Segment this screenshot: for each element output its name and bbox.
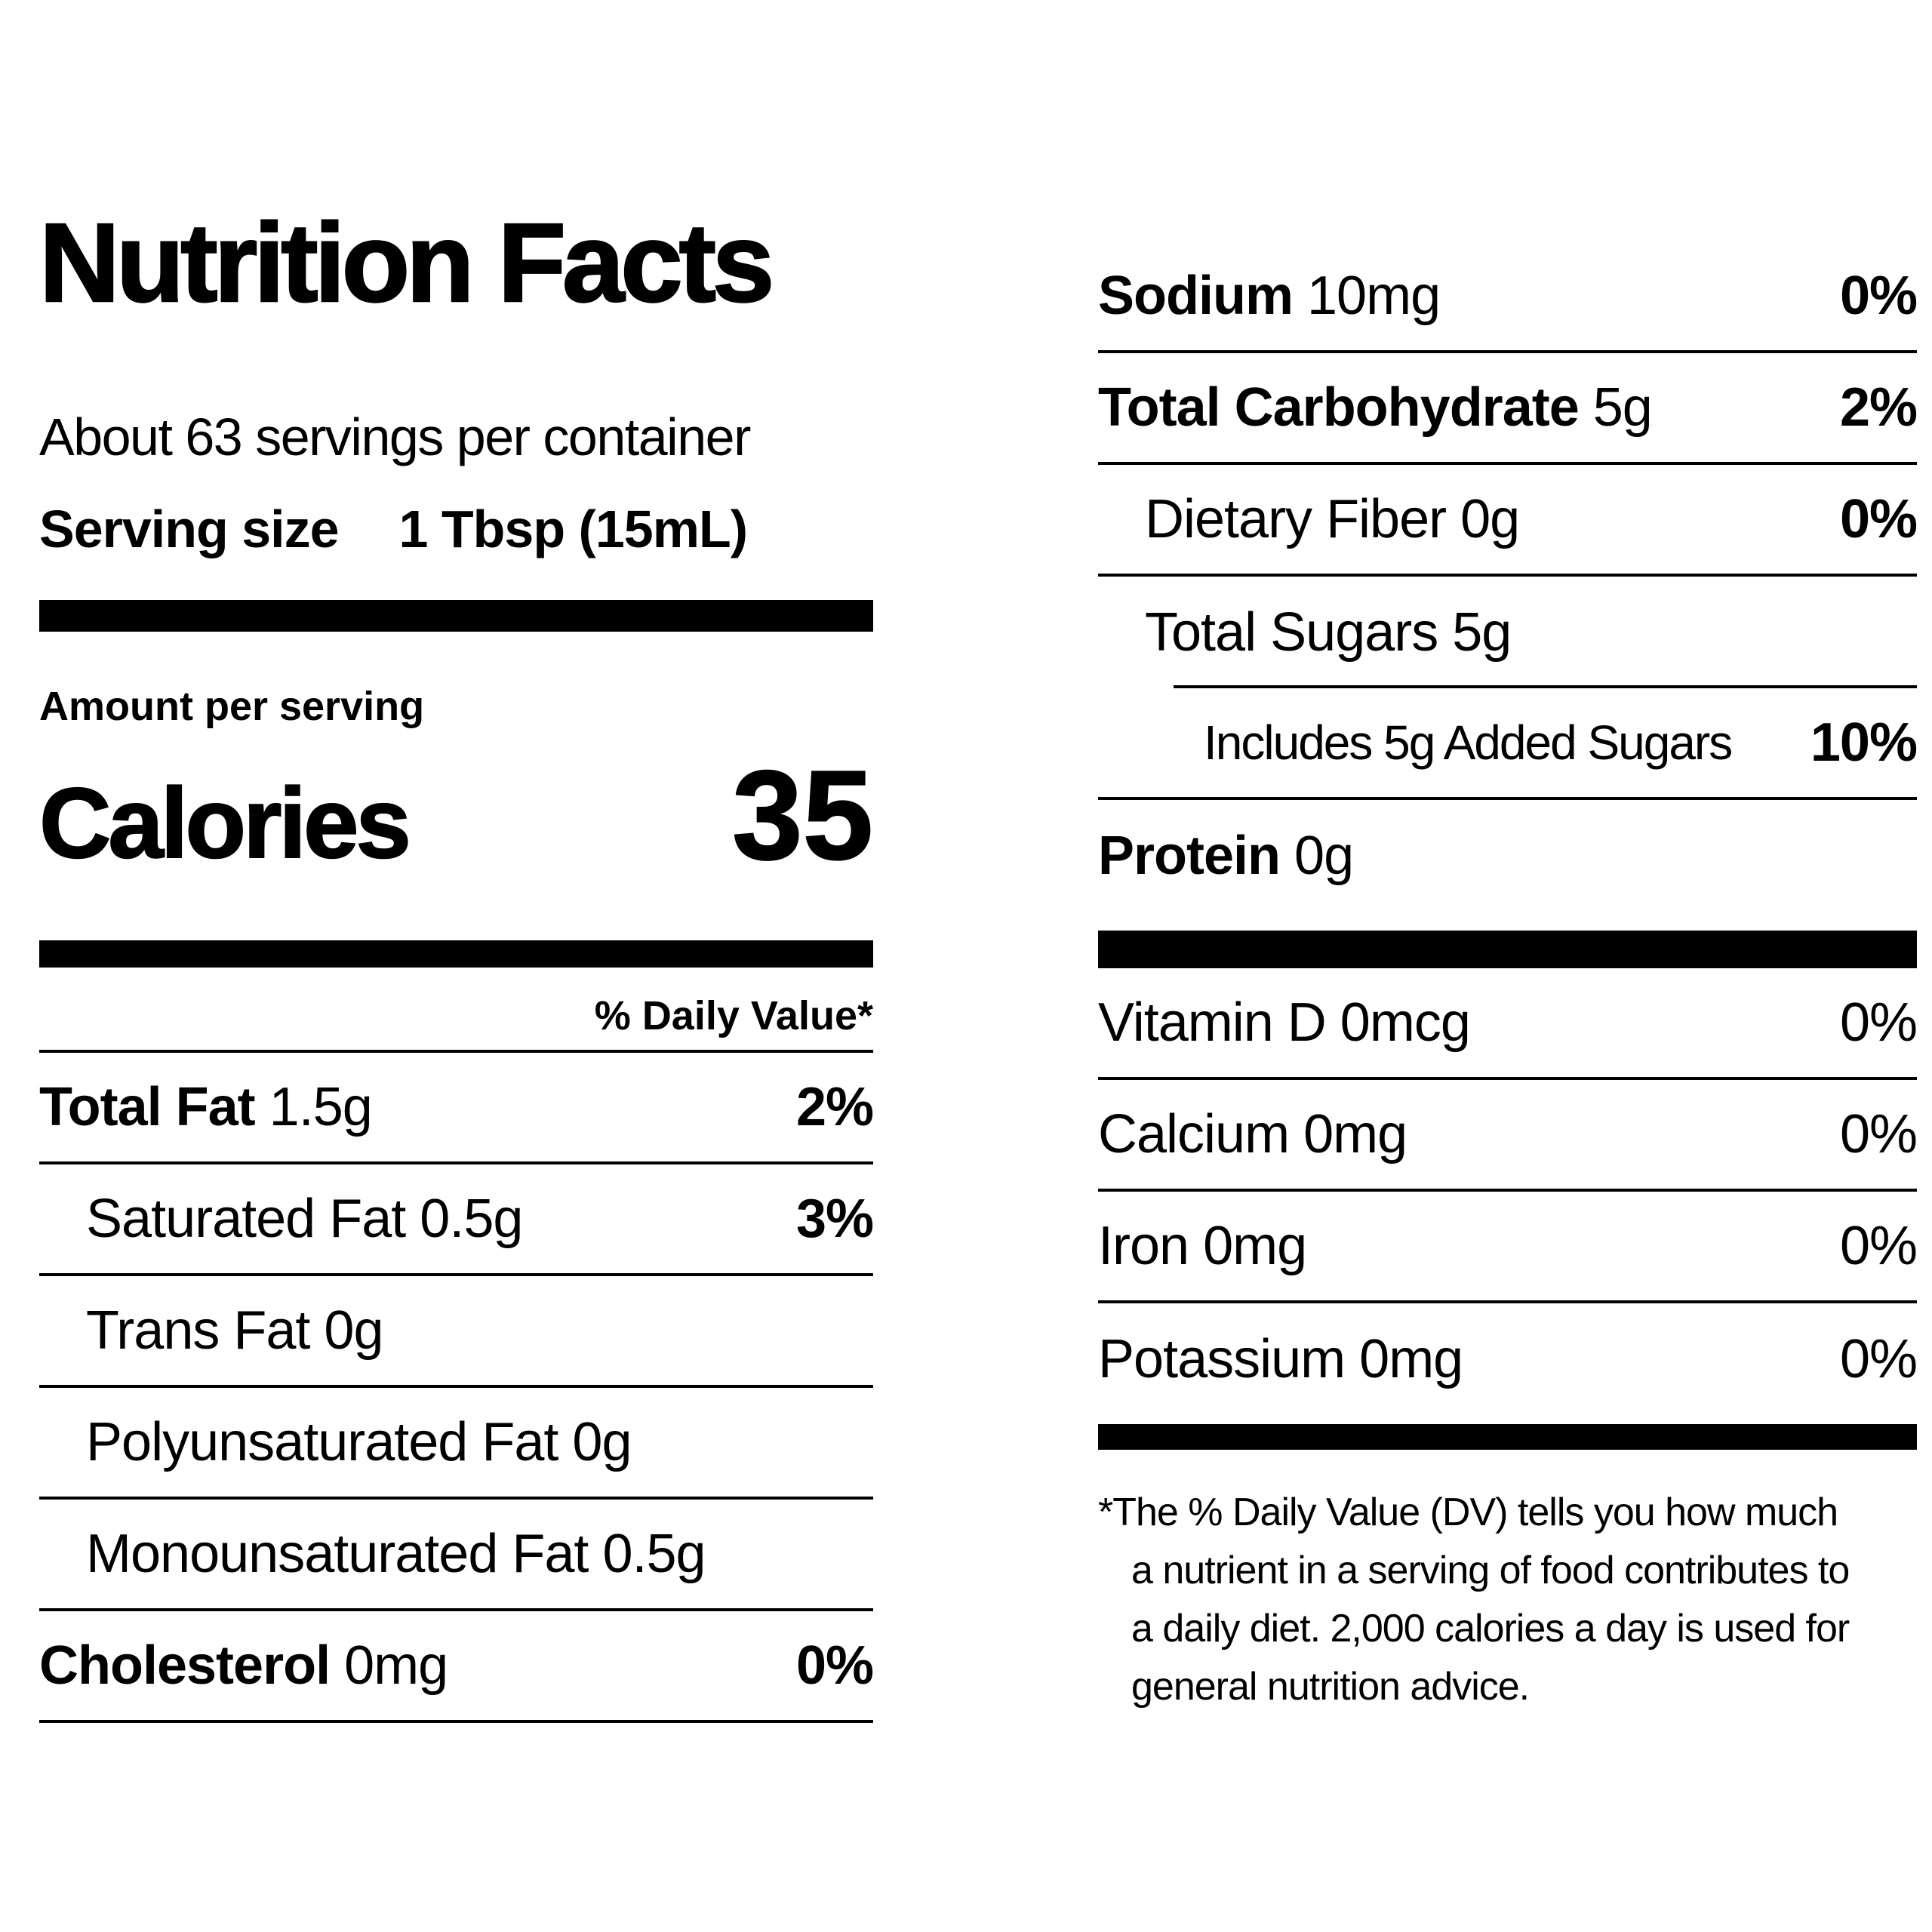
nutrient-amount: 0.5g [602,1524,706,1585]
nutrient-name: Dietary Fiber [1145,489,1447,549]
divider-bar-calories [39,940,873,968]
nutrient-name: Calcium [1098,1104,1290,1164]
amount-per-serving-label: Amount per serving [39,684,425,729]
nutrient-name: Vitamin D [1098,992,1327,1053]
nutrient-name: Trans Fat [86,1300,310,1361]
nutrient-amount: 0g [324,1300,383,1361]
nutrient-dv: 0% [1839,1329,1918,1389]
calories-row: Calories 35 [38,744,874,887]
divider-bar-protein [1098,931,1917,968]
row-calcium: Calcium 0mg 0% [1098,1080,1918,1192]
nutrient-dv: 2% [795,1077,874,1138]
daily-value-footnote: *The % Daily Value (DV) tells you how mu… [1098,1491,1850,1709]
row-vitamin-d: Vitamin D 0mcg 0% [1098,968,1918,1080]
nutrition-facts-title: Nutrition Facts [38,201,776,325]
nutrient-amount: 0mg [1203,1216,1307,1276]
nutrient-dv: 10% [1810,712,1918,773]
nutrient-amount: 5g [1452,602,1512,663]
row-total-fat: Total Fat 1.5g 2% [39,1053,874,1165]
row-cholesterol: Cholesterol 0mg 0% [39,1611,874,1724]
nutrient-name: Iron [1098,1216,1189,1276]
nutrient-name: Total Fat [39,1077,256,1138]
serving-size-row: Serving size 1 Tbsp (15mL) [39,500,873,558]
daily-value-header: % Daily Value* [39,968,873,1054]
nutrient-name: Total Sugars [1145,602,1438,663]
nutrient-name: Cholesterol [39,1635,331,1697]
nutrient-name: Potassium [1098,1329,1346,1389]
row-protein: Protein 0g [1098,800,1917,912]
nutrition-label-right-column: Sodium 10mg 0% Total Carbohydrate 5g 2% … [1098,242,1918,1716]
row-saturated-fat: Saturated Fat 0.5g 3% [39,1164,874,1277]
nutrient-dv: 0% [1839,1216,1918,1276]
servings-per-container: About 63 servings per container [39,408,751,466]
nutrient-name: Polyunsaturated Fat [86,1412,558,1473]
nutrient-amount: 0.5g [420,1189,523,1250]
nutrient-dv: 3% [795,1189,874,1250]
nutrient-name: Total Carbohydrate [1098,377,1580,438]
calories-value: 35 [731,744,874,887]
row-dietary-fiber: Dietary Fiber 0g 0% [1098,465,1918,577]
calories-label: Calories [38,768,412,879]
nutrient-amount: 1.5g [269,1077,373,1138]
row-potassium: Potassium 0mg 0% [1098,1303,1918,1415]
nutrient-name: Sodium [1098,266,1294,326]
row-total-sugars: Total Sugars 5g [1098,577,1917,688]
serving-size-value: 1 Tbsp (15mL) [398,500,749,558]
nutrition-label-left-column: Nutrition Facts About 63 servings per co… [38,201,874,1724]
nutrient-name: Saturated Fat [86,1189,406,1250]
nutrient-dv: 0% [1839,489,1918,549]
nutrient-amount: 0g [1460,489,1520,549]
row-iron: Iron 0mg 0% [1098,1192,1918,1303]
nutrient-amount: 0g [572,1412,632,1473]
row-sodium: Sodium 10mg 0% [1098,242,1918,353]
row-total-carbohydrate: Total Carbohydrate 5g 2% [1098,353,1918,465]
nutrient-amount: 0g [1294,826,1354,886]
row-trans-fat: Trans Fat 0g [39,1276,873,1389]
nutrient-amount: 0mcg [1340,992,1471,1053]
nutrient-amount: 0mg [344,1635,448,1697]
nutrient-name: Monounsaturated Fat [86,1524,589,1585]
nutrient-amount: 10mg [1307,266,1441,326]
divider-bar-top [39,600,873,632]
serving-size-label: Serving size [39,500,340,558]
nutrient-dv: 0% [1839,992,1918,1053]
nutrient-amount: 5g [1592,377,1653,438]
nutrient-dv: 0% [1839,1104,1918,1164]
nutrient-name: Includes 5g Added Sugars [1204,715,1733,770]
row-polyunsaturated-fat: Polyunsaturated Fat 0g [39,1388,873,1500]
nutrient-dv: 0% [1839,266,1918,326]
nutrient-amount: 0mg [1359,1329,1463,1389]
row-added-sugars: Includes 5g Added Sugars 10% [1098,688,1918,800]
nutrient-dv: 2% [1839,377,1918,438]
nutrient-dv: 0% [795,1635,874,1697]
row-monounsaturated-fat: Monounsaturated Fat 0.5g [39,1500,873,1612]
divider-bar-bottom [1098,1424,1917,1450]
nutrient-amount: 0mg [1303,1104,1407,1164]
nutrient-name: Protein [1098,826,1281,886]
